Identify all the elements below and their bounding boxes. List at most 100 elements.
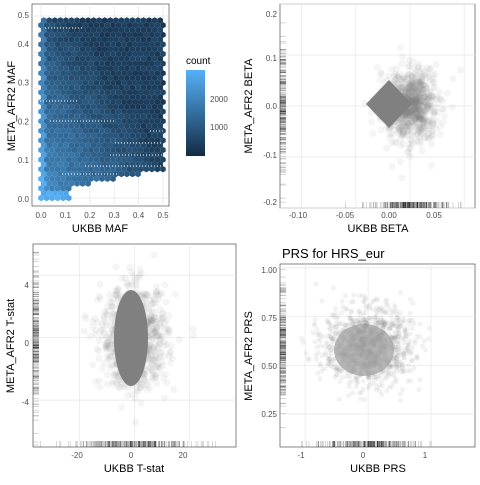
scatter-point bbox=[337, 379, 342, 384]
scatter-point bbox=[368, 119, 375, 126]
scatter-point bbox=[406, 141, 413, 148]
scatter-point bbox=[428, 162, 435, 169]
scatter-point bbox=[339, 310, 344, 315]
scatter-point bbox=[397, 159, 404, 166]
scatter-point bbox=[347, 380, 352, 385]
scatter-point bbox=[399, 75, 406, 82]
scatter-point bbox=[151, 252, 158, 259]
scatter-point bbox=[89, 361, 96, 368]
scatter-point bbox=[104, 371, 111, 378]
scatter-point bbox=[133, 281, 140, 288]
scatter-point bbox=[335, 367, 340, 372]
scatter-point bbox=[400, 365, 405, 370]
maf-y-ticks: 0.0 0.1 0.2 0.3 0.4 0.5 bbox=[18, 11, 30, 204]
scatter-point bbox=[400, 351, 405, 356]
scatter-point bbox=[126, 264, 133, 271]
scatter-point bbox=[410, 128, 417, 135]
scatter-point bbox=[359, 317, 364, 322]
scatter-point bbox=[403, 126, 410, 133]
scatter-point bbox=[152, 300, 159, 307]
tstat-x-tick-2: 20 bbox=[179, 451, 188, 460]
scatter-point bbox=[397, 44, 404, 51]
maf-x-tick-0: 0.0 bbox=[35, 211, 47, 220]
scatter-point bbox=[432, 70, 439, 77]
tstat-y-tick-0: -4 bbox=[22, 398, 30, 407]
scatter-point bbox=[384, 297, 389, 302]
scatter-point bbox=[118, 404, 125, 411]
scatter-point bbox=[97, 384, 104, 391]
scatter-point bbox=[337, 397, 342, 402]
scatter-point bbox=[81, 328, 88, 335]
scatter-point bbox=[172, 291, 179, 298]
scatter-point bbox=[152, 341, 159, 348]
scatter-point bbox=[406, 341, 411, 346]
scatter-point bbox=[103, 344, 110, 351]
scatter-point bbox=[361, 379, 366, 384]
scatter-point bbox=[327, 325, 332, 330]
scatter-point bbox=[94, 297, 101, 304]
scatter-point bbox=[417, 387, 422, 392]
tstat-x-tick-1: 0 bbox=[129, 451, 134, 460]
scatter-point bbox=[409, 73, 416, 80]
scatter-point bbox=[391, 127, 398, 134]
scatter-point bbox=[318, 332, 323, 337]
tstat-y-ticks: -4 0 4 bbox=[22, 281, 30, 407]
scatter-point bbox=[406, 363, 411, 368]
scatter-point bbox=[337, 322, 342, 327]
maf-legend: count 2000 1000 bbox=[186, 56, 228, 156]
scatter-point bbox=[398, 392, 403, 397]
scatter-point bbox=[427, 326, 432, 331]
scatter-point bbox=[449, 75, 456, 82]
scatter-point bbox=[190, 326, 197, 333]
scatter-point bbox=[396, 325, 401, 330]
scatter-point bbox=[435, 109, 442, 116]
scatter-point bbox=[408, 368, 413, 373]
scatter-point bbox=[411, 115, 418, 122]
scatter-point bbox=[377, 126, 384, 133]
scatter-point bbox=[395, 81, 402, 88]
scatter-point bbox=[381, 307, 386, 312]
scatter-point bbox=[408, 311, 413, 316]
scatter-point bbox=[153, 363, 160, 370]
scatter-point bbox=[410, 58, 417, 65]
scatter-point bbox=[419, 104, 426, 111]
scatter-point bbox=[104, 304, 111, 311]
panel-maf: 0.0 0.1 0.2 0.3 0.4 0.5 0.0 0.1 0.2 0.3 … bbox=[6, 4, 228, 235]
scatter-point bbox=[348, 316, 353, 321]
tstat-x-tick-0: -20 bbox=[71, 451, 83, 460]
scatter-point bbox=[108, 361, 115, 368]
scatter-point bbox=[176, 336, 183, 343]
scatter-point bbox=[414, 355, 419, 360]
scatter-point bbox=[316, 350, 321, 355]
scatter-point bbox=[96, 377, 103, 384]
scatter-point bbox=[345, 307, 350, 312]
scatter-point bbox=[457, 67, 464, 74]
scatter-point bbox=[388, 326, 393, 331]
scatter-point bbox=[304, 351, 309, 356]
scatter-point bbox=[170, 386, 177, 393]
scatter-point bbox=[379, 379, 384, 384]
scatter-point bbox=[162, 282, 169, 289]
scatter-point bbox=[315, 327, 320, 332]
scatter-point bbox=[392, 303, 397, 308]
scatter-point bbox=[398, 174, 405, 181]
scatter-point bbox=[314, 281, 319, 286]
scatter-point bbox=[406, 150, 413, 157]
scatter-point bbox=[394, 315, 399, 320]
panel-beta: -0.10 -0.05 0.00 0.05 -0.2 -0.1 0.0 0.1 … bbox=[243, 4, 475, 235]
panel-tstat: -20 0 20 -4 0 4 UKBB T-stat META_AFR2 T-… bbox=[5, 244, 236, 475]
tstat-y-tick-1: 0 bbox=[25, 339, 30, 348]
beta-x-ticks: -0.10 -0.05 0.00 0.05 bbox=[289, 211, 442, 220]
scatter-point bbox=[168, 342, 175, 349]
scatter-point bbox=[350, 391, 355, 396]
scatter-point bbox=[343, 293, 348, 298]
tstat-x-axis-label: UKBB T-stat bbox=[104, 463, 164, 475]
maf-x-tick-4: 0.4 bbox=[133, 211, 145, 220]
tstat-y-axis-label: META_AFR2 T-stat bbox=[5, 299, 17, 393]
scatter-point bbox=[422, 338, 427, 343]
scatter-point bbox=[410, 326, 415, 331]
scatter-point bbox=[367, 304, 372, 309]
scatter-point bbox=[355, 379, 360, 384]
scatter-point bbox=[327, 320, 332, 325]
scatter-point bbox=[404, 333, 409, 338]
